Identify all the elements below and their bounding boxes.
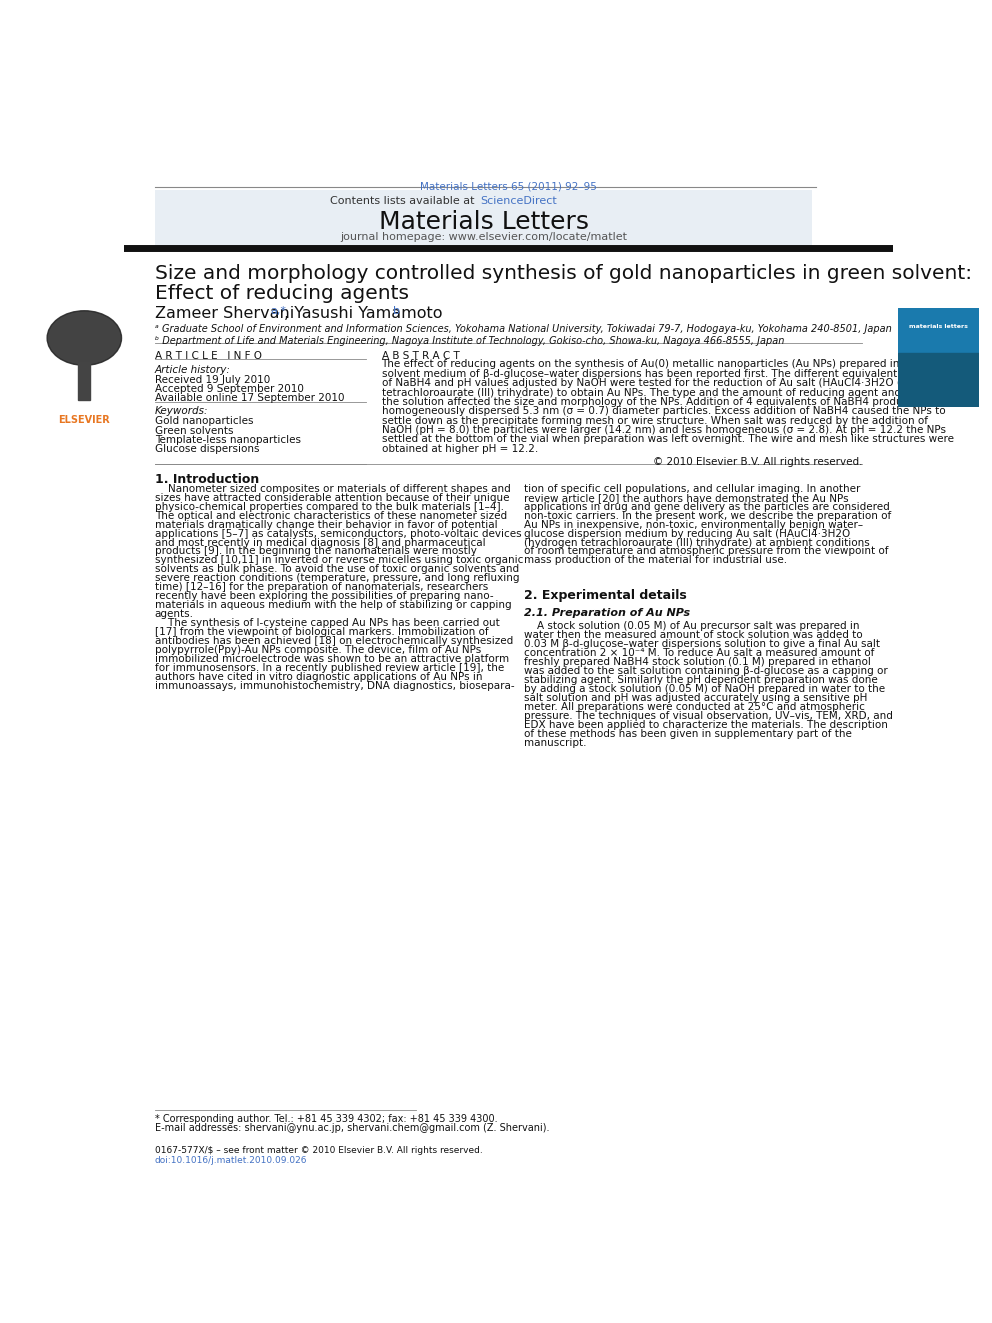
- FancyBboxPatch shape: [155, 191, 812, 245]
- Text: glucose dispersion medium by reducing Au salt (HAuCl4·3H2O: glucose dispersion medium by reducing Au…: [524, 529, 850, 538]
- Text: materials dramatically change their behavior in favor of potential: materials dramatically change their beha…: [155, 520, 497, 529]
- Text: review article [20] the authors have demonstrated the Au NPs: review article [20] the authors have dem…: [524, 492, 848, 503]
- Text: water then the measured amount of stock solution was added to: water then the measured amount of stock …: [524, 631, 862, 640]
- Text: solvents as bulk phase. To avoid the use of toxic organic solvents and: solvents as bulk phase. To avoid the use…: [155, 565, 519, 574]
- Text: The optical and electronic characteristics of these nanometer sized: The optical and electronic characteristi…: [155, 511, 507, 521]
- Text: non-toxic carriers. In the present work, we describe the preparation of: non-toxic carriers. In the present work,…: [524, 511, 891, 521]
- Text: and most recently in medical diagnosis [8] and pharmaceutical: and most recently in medical diagnosis […: [155, 537, 485, 548]
- Text: the solution affected the size and morphology of the NPs. Addition of 4 equivale: the solution affected the size and morph…: [382, 397, 921, 407]
- Text: 2. Experimental details: 2. Experimental details: [524, 589, 686, 602]
- Text: Available online 17 September 2010: Available online 17 September 2010: [155, 393, 344, 404]
- Text: mass production of the material for industrial use.: mass production of the material for indu…: [524, 556, 787, 565]
- Text: A B S T R A C T: A B S T R A C T: [382, 352, 459, 361]
- Text: physico-chemical properties compared to the bulk materials [1–4].: physico-chemical properties compared to …: [155, 501, 504, 512]
- Text: EDX have been applied to characterize the materials. The description: EDX have been applied to characterize th…: [524, 720, 888, 730]
- Text: 0.03 M β-d-glucose–water dispersions solution to give a final Au salt: 0.03 M β-d-glucose–water dispersions sol…: [524, 639, 880, 650]
- Text: Effect of reducing agents: Effect of reducing agents: [155, 284, 409, 303]
- Text: was added to the salt solution containing β-d-glucose as a capping or: was added to the salt solution containin…: [524, 667, 888, 676]
- Text: © 2010 Elsevier B.V. All rights reserved.: © 2010 Elsevier B.V. All rights reserved…: [653, 458, 862, 467]
- Text: materials in aqueous medium with the help of stabilizing or capping: materials in aqueous medium with the hel…: [155, 601, 512, 610]
- Text: Gold nanoparticles: Gold nanoparticles: [155, 417, 253, 426]
- Text: by adding a stock solution (0.05 M) of NaOH prepared in water to the: by adding a stock solution (0.05 M) of N…: [524, 684, 885, 695]
- Text: immobilized microelectrode was shown to be an attractive platform: immobilized microelectrode was shown to …: [155, 654, 509, 664]
- Bar: [78, 363, 90, 400]
- Bar: [898, 308, 979, 353]
- Text: tion of specific cell populations, and cellular imaging. In another: tion of specific cell populations, and c…: [524, 484, 860, 493]
- Text: manuscript.: manuscript.: [524, 738, 586, 747]
- Text: Keywords:: Keywords:: [155, 406, 208, 417]
- Text: ELSEVIER: ELSEVIER: [59, 415, 110, 426]
- Text: Accepted 9 September 2010: Accepted 9 September 2010: [155, 384, 304, 394]
- Text: freshly prepared NaBH4 stock solution (0.1 M) prepared in ethanol: freshly prepared NaBH4 stock solution (0…: [524, 658, 871, 667]
- Text: * Corresponding author. Tel.: +81 45 339 4302; fax: +81 45 339 4300.: * Corresponding author. Tel.: +81 45 339…: [155, 1114, 497, 1125]
- Text: obtained at higher pH = 12.2.: obtained at higher pH = 12.2.: [382, 443, 538, 454]
- Text: Size and morphology controlled synthesis of gold nanoparticles in green solvent:: Size and morphology controlled synthesis…: [155, 263, 972, 283]
- Text: ᵃ Graduate School of Environment and Information Sciences, Yokohama National Uni: ᵃ Graduate School of Environment and Inf…: [155, 324, 892, 333]
- Text: Nanometer sized composites or materials of different shapes and: Nanometer sized composites or materials …: [155, 484, 511, 493]
- Text: authors have cited in vitro diagnostic applications of Au NPs in: authors have cited in vitro diagnostic a…: [155, 672, 482, 681]
- Text: stabilizing agent. Similarly the pH dependent preparation was done: stabilizing agent. Similarly the pH depe…: [524, 675, 878, 685]
- Text: Template-less nanoparticles: Template-less nanoparticles: [155, 435, 301, 445]
- Text: settle down as the precipitate forming mesh or wire structure. When salt was red: settle down as the precipitate forming m…: [382, 415, 928, 426]
- Text: Contents lists available at: Contents lists available at: [329, 196, 478, 206]
- Text: Received 19 July 2010: Received 19 July 2010: [155, 374, 270, 385]
- Text: salt solution and pH was adjusted accurately using a sensitive pH: salt solution and pH was adjusted accura…: [524, 693, 867, 704]
- Text: Au NPs in inexpensive, non-toxic, environmentally benign water–: Au NPs in inexpensive, non-toxic, enviro…: [524, 520, 863, 529]
- Text: , Yasushi Yamamoto: , Yasushi Yamamoto: [284, 307, 442, 321]
- Text: Zameer Shervani: Zameer Shervani: [155, 307, 294, 321]
- Text: A stock solution (0.05 M) of Au precursor salt was prepared in: A stock solution (0.05 M) of Au precurso…: [524, 622, 859, 631]
- Text: E-mail addresses: shervani@ynu.ac.jp, shervani.chem@gmail.com (Z. Shervani).: E-mail addresses: shervani@ynu.ac.jp, sh…: [155, 1123, 550, 1134]
- Text: 1. Introduction: 1. Introduction: [155, 472, 259, 486]
- Text: products [9]. In the beginning the nanomaterials were mostly: products [9]. In the beginning the nanom…: [155, 546, 476, 557]
- Text: for immunosensors. In a recently published review article [19], the: for immunosensors. In a recently publish…: [155, 663, 504, 673]
- Text: Green solvents: Green solvents: [155, 426, 233, 435]
- Text: of these methods has been given in supplementary part of the: of these methods has been given in suppl…: [524, 729, 852, 740]
- Text: Materials Letters 65 (2011) 92–95: Materials Letters 65 (2011) 92–95: [420, 181, 597, 191]
- Text: b: b: [393, 307, 400, 316]
- Text: journal homepage: www.elsevier.com/locate/matlet: journal homepage: www.elsevier.com/locat…: [340, 232, 627, 242]
- Text: tetrachloroaurate (III) trihydrate) to obtain Au NPs. The type and the amount of: tetrachloroaurate (III) trihydrate) to o…: [382, 388, 952, 398]
- Bar: [898, 353, 979, 407]
- Text: doi:10.1016/j.matlet.2010.09.026: doi:10.1016/j.matlet.2010.09.026: [155, 1156, 308, 1166]
- Text: antibodies has been achieved [18] on electrochemically synthesized: antibodies has been achieved [18] on ele…: [155, 636, 513, 646]
- Text: pressure. The techniques of visual observation, UV–vis, TEM, XRD, and: pressure. The techniques of visual obser…: [524, 710, 893, 721]
- Text: The synthesis of l-cysteine capped Au NPs has been carried out: The synthesis of l-cysteine capped Au NP…: [155, 618, 500, 628]
- Text: synthesized [10,11] in inverted or reverse micelles using toxic organic: synthesized [10,11] in inverted or rever…: [155, 556, 523, 565]
- Text: time) [12–16] for the preparation of nanomaterials, researchers: time) [12–16] for the preparation of nan…: [155, 582, 488, 593]
- Text: The effect of reducing agents on the synthesis of Au(0) metallic nanoparticles (: The effect of reducing agents on the syn…: [382, 360, 933, 369]
- Text: Materials Letters: Materials Letters: [379, 209, 589, 234]
- Text: recently have been exploring the possibilities of preparing nano-: recently have been exploring the possibi…: [155, 591, 493, 602]
- Text: materials letters: materials letters: [909, 324, 968, 328]
- Text: [17] from the viewpoint of biological markers. Immobilization of: [17] from the viewpoint of biological ma…: [155, 627, 488, 638]
- Text: applications in drug and gene delivery as the particles are considered: applications in drug and gene delivery a…: [524, 501, 890, 512]
- Text: immunoassays, immunohistochemistry, DNA diagnostics, biosepara-: immunoassays, immunohistochemistry, DNA …: [155, 681, 515, 691]
- Text: applications [5–7] as catalysts, semiconductors, photo-voltaic devices: applications [5–7] as catalysts, semicon…: [155, 529, 522, 538]
- Text: Glucose dispersions: Glucose dispersions: [155, 445, 259, 454]
- Text: ᵇ Department of Life and Materials Engineering, Nagoya Institute of Technology, : ᵇ Department of Life and Materials Engin…: [155, 336, 784, 347]
- Text: of room temperature and atmospheric pressure from the viewpoint of: of room temperature and atmospheric pres…: [524, 546, 888, 557]
- Text: severe reaction conditions (temperature, pressure, and long refluxing: severe reaction conditions (temperature,…: [155, 573, 519, 583]
- Ellipse shape: [48, 311, 122, 365]
- Text: (hydrogen tetrachloroaurate (III) trihydrate) at ambient conditions: (hydrogen tetrachloroaurate (III) trihyd…: [524, 537, 870, 548]
- Text: 0167-577X/$ – see front matter © 2010 Elsevier B.V. All rights reserved.: 0167-577X/$ – see front matter © 2010 El…: [155, 1146, 482, 1155]
- Text: solvent medium of β-d-glucose–water dispersions has been reported first. The dif: solvent medium of β-d-glucose–water disp…: [382, 369, 945, 378]
- Text: a,*: a,*: [270, 307, 286, 316]
- Text: settled at the bottom of the vial when preparation was left overnight. The wire : settled at the bottom of the vial when p…: [382, 434, 953, 445]
- Text: 2.1. Preparation of Au NPs: 2.1. Preparation of Au NPs: [524, 609, 689, 618]
- Text: sizes have attracted considerable attention because of their unique: sizes have attracted considerable attent…: [155, 492, 509, 503]
- Text: polypyrrole(Ppy)-Au NPs composite. The device, film of Au NPs: polypyrrole(Ppy)-Au NPs composite. The d…: [155, 646, 481, 655]
- Text: agents.: agents.: [155, 609, 193, 619]
- Text: Article history:: Article history:: [155, 365, 230, 374]
- Text: of NaBH4 and pH values adjusted by NaOH were tested for the reduction of Au salt: of NaBH4 and pH values adjusted by NaOH …: [382, 378, 950, 388]
- Text: meter. All preparations were conducted at 25°C and atmospheric: meter. All preparations were conducted a…: [524, 703, 865, 712]
- Text: concentration 2 × 10⁻⁴ M. To reduce Au salt a measured amount of: concentration 2 × 10⁻⁴ M. To reduce Au s…: [524, 648, 874, 659]
- Text: NaOH (pH = 8.0) the particles were larger (14.2 nm) and less homogeneous (σ = 2.: NaOH (pH = 8.0) the particles were large…: [382, 425, 945, 435]
- Text: ScienceDirect: ScienceDirect: [480, 196, 557, 206]
- Text: A R T I C L E   I N F O: A R T I C L E I N F O: [155, 352, 262, 361]
- Text: homogeneously dispersed 5.3 nm (σ = 0.7) diameter particles. Excess addition of : homogeneously dispersed 5.3 nm (σ = 0.7)…: [382, 406, 945, 417]
